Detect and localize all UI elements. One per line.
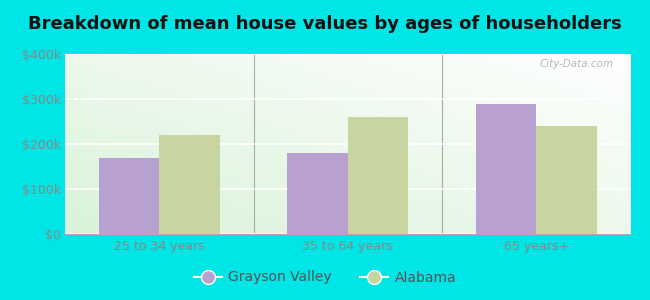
Bar xyxy=(476,103,536,234)
Bar xyxy=(99,158,159,234)
Bar xyxy=(536,126,597,234)
Text: Breakdown of mean house values by ages of householders: Breakdown of mean house values by ages o… xyxy=(28,15,622,33)
Legend: Grayson Valley, Alabama: Grayson Valley, Alabama xyxy=(188,265,462,290)
Text: City-Data.com: City-Data.com xyxy=(540,59,614,69)
Bar xyxy=(287,153,348,234)
Bar xyxy=(348,117,408,234)
Bar xyxy=(159,135,220,234)
